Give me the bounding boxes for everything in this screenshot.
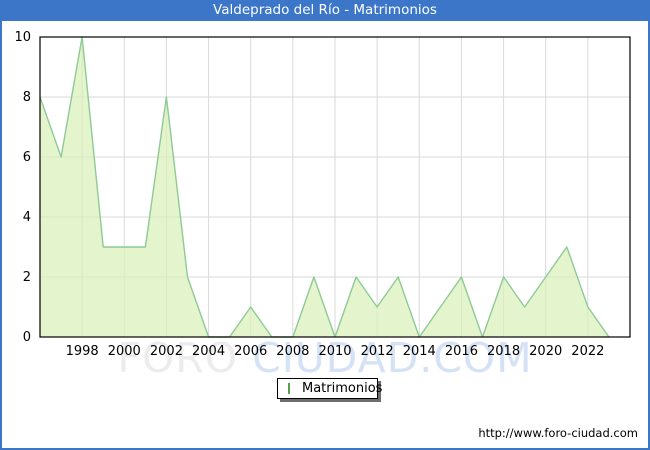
y-tick-label: 8 xyxy=(23,90,31,105)
plot-border xyxy=(39,36,631,338)
axis-labels: 0 2 4 6 8 10 1998 2000 2002 2004 2006 2008 2010 2012 2… xyxy=(14,30,604,359)
x-tick-label: 2018 xyxy=(487,344,520,359)
x-tick-label: 2020 xyxy=(529,344,562,359)
y-tick-label: 10 xyxy=(14,30,31,45)
x-tick-label: 2012 xyxy=(361,344,394,359)
y-tick-label: 4 xyxy=(23,210,31,225)
legend-swatch xyxy=(288,383,290,394)
footer-url: http://www.foro-ciudad.com xyxy=(478,426,638,440)
gridlines xyxy=(40,37,630,337)
x-tick-label: 2000 xyxy=(108,344,141,359)
x-tick-label: 2022 xyxy=(571,344,604,359)
watermark-ciudad: CIUDAD.COM xyxy=(252,334,533,382)
x-tick-label: 2014 xyxy=(403,344,436,359)
x-tick-label: 2016 xyxy=(445,344,478,359)
area-line xyxy=(39,36,610,338)
area-fill xyxy=(40,37,609,337)
x-tick-label: 2010 xyxy=(318,344,351,359)
legend-label: Matrimonios xyxy=(302,381,383,396)
chart-title-bar: Valdeprado del Río - Matrimonios xyxy=(0,0,650,21)
legend-box: Matrimonios xyxy=(277,378,382,399)
chart-title: Valdeprado del Río - Matrimonios xyxy=(213,2,437,18)
watermark: FORO CIUDAD.COM xyxy=(0,334,650,382)
x-tick-label: 2006 xyxy=(234,344,267,359)
x-tick-label: 2004 xyxy=(192,344,225,359)
x-tick-label: 1998 xyxy=(66,344,99,359)
x-tick-label: 2002 xyxy=(150,344,183,359)
x-tick-label: 2008 xyxy=(276,344,309,359)
y-tick-label: 6 xyxy=(23,150,31,165)
y-tick-label: 0 xyxy=(23,330,31,345)
watermark-foro: FORO xyxy=(117,334,239,382)
y-tick-label: 2 xyxy=(23,270,31,285)
